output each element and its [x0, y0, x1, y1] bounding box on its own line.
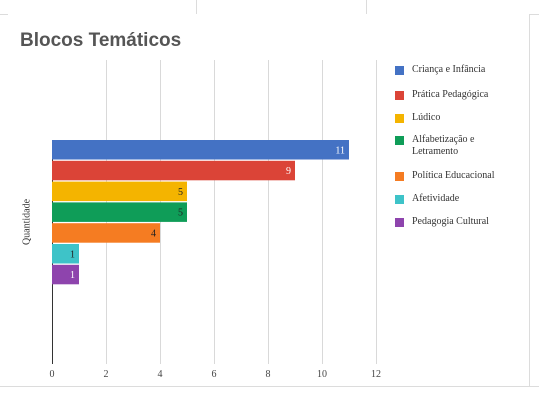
bar[interactable] [52, 244, 79, 264]
legend-item-politica-educacional[interactable]: Política Educacional [395, 170, 512, 182]
legend-label: Política Educacional [412, 170, 495, 181]
legend-label: Criança e Infância [412, 64, 486, 75]
x-tick-label: 6 [212, 369, 217, 380]
legend-label: Alfabetização e Letramento [412, 134, 475, 157]
legend-swatch [395, 66, 404, 75]
legend-swatch [395, 195, 404, 204]
bar[interactable] [52, 140, 349, 160]
bar[interactable] [52, 223, 160, 243]
legend-label: Pedagogia Cultural [412, 216, 489, 227]
legend-item-pedagogia-cultural[interactable]: Pedagogia Cultural [395, 216, 512, 228]
legend-item-pratica-pedagogica[interactable]: Prática Pedagógica [395, 89, 512, 101]
bar-data-label: 5 [178, 187, 183, 198]
bar-data-label: 11 [335, 145, 345, 156]
bar-data-label: 5 [178, 208, 183, 219]
legend-swatch [395, 91, 404, 100]
legend-item-ludico[interactable]: Lúdico [395, 112, 512, 124]
x-tick-label: 2 [104, 369, 109, 380]
bar[interactable] [52, 264, 79, 285]
legend-label: Lúdico [412, 112, 441, 123]
x-tick-labels: 0 2 4 6 8 10 12 [50, 369, 382, 380]
x-tick-label: 4 [158, 369, 163, 380]
legend-swatch [395, 114, 404, 123]
legend-swatch [395, 218, 404, 227]
legend-label: Prática Pedagógica [412, 89, 489, 100]
x-tick-label: 8 [266, 369, 271, 380]
chart-title: Blocos Temáticos [20, 30, 182, 51]
bar[interactable] [52, 160, 295, 181]
bar-data-label: 9 [286, 166, 291, 177]
legend-item-afetividade[interactable]: Afetividade [395, 193, 512, 205]
bar[interactable] [52, 202, 187, 222]
bar-data-label: 1 [70, 270, 75, 281]
legend-swatch [395, 172, 404, 181]
bar[interactable] [52, 181, 187, 202]
legend-swatch [395, 136, 404, 145]
bar-data-label: 4 [151, 228, 156, 239]
legend-item-crianca-infancia[interactable]: Criança e Infância [395, 64, 512, 76]
x-tick-label: 0 [50, 369, 55, 380]
legend-label: Afetividade [412, 193, 460, 204]
x-tick-label: 12 [371, 369, 381, 380]
x-tick-label: 10 [317, 369, 327, 380]
legend-item-alfabetizacao-letramento[interactable]: Alfabetização e Letramento [395, 134, 502, 158]
bars [52, 140, 349, 285]
bar-data-label: 1 [70, 249, 75, 260]
